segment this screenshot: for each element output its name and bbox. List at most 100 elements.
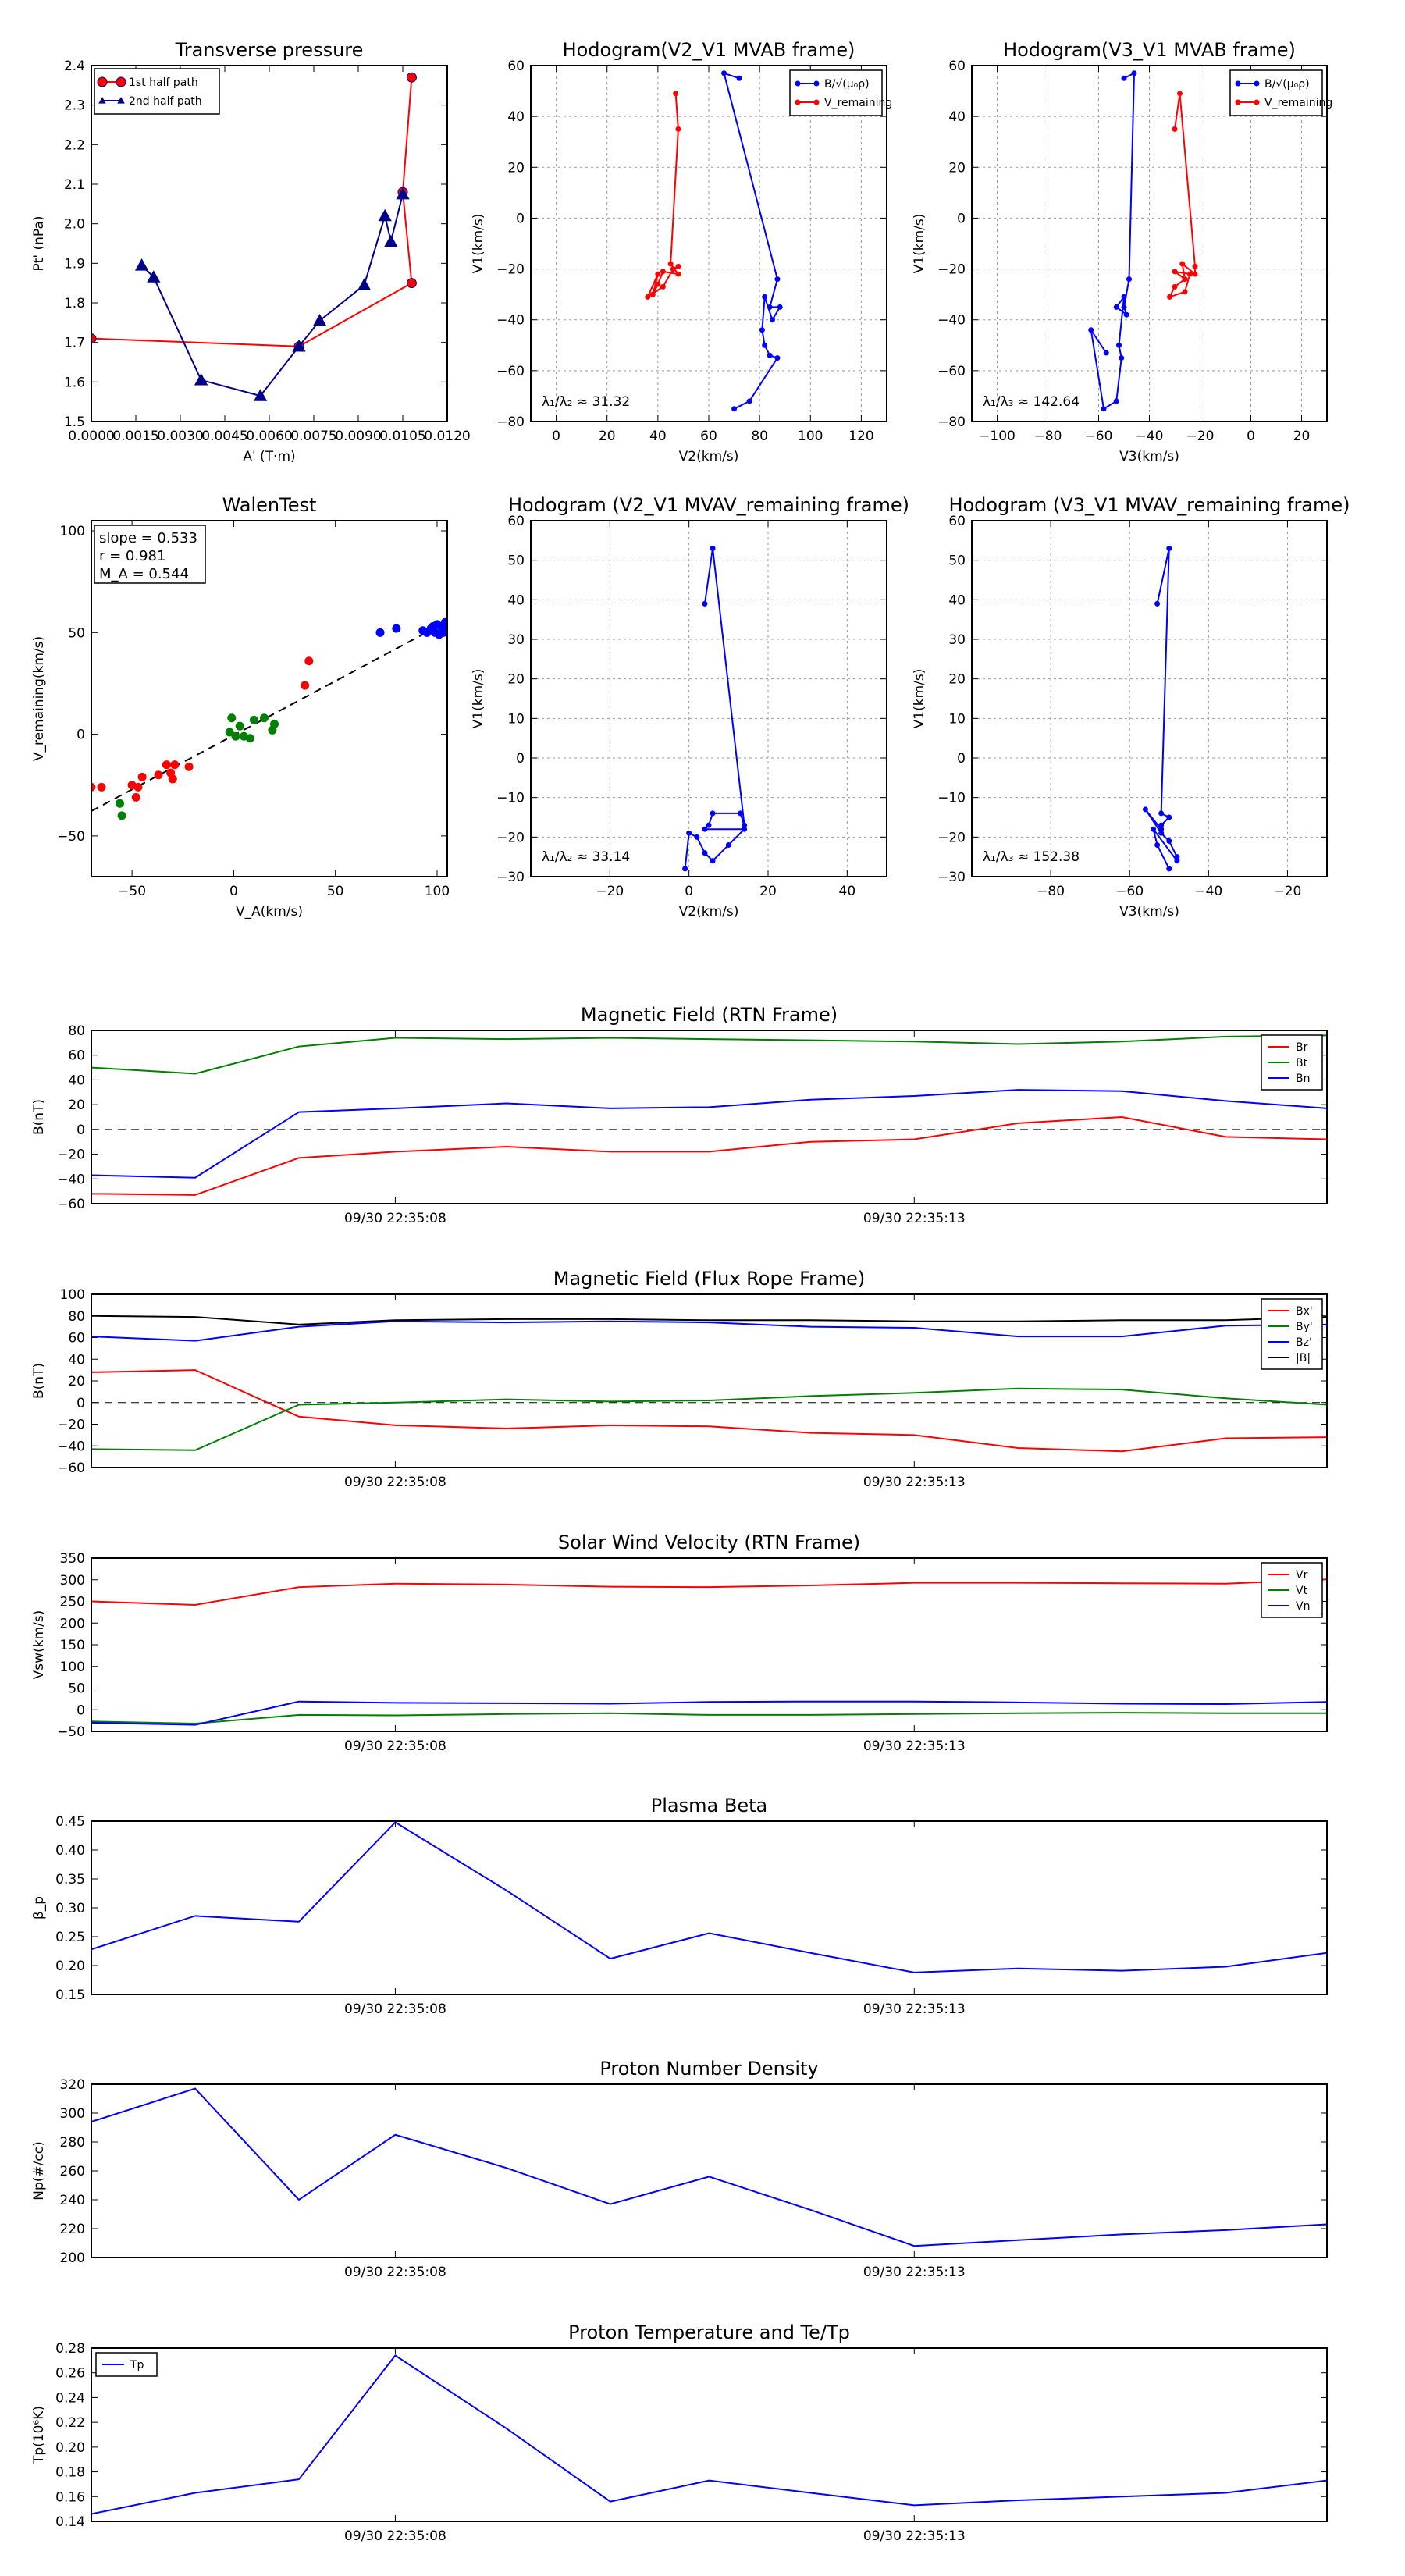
chart-hodo3: Hodogram (V2_V1 MVAV_remaining frame) −20…: [471, 494, 909, 920]
legend-marker-a-hodo1-1: [795, 99, 801, 105]
x-tick-label-hodo1-5: 100: [798, 429, 823, 444]
legend-marker-b-hodo2-1: [1254, 99, 1260, 105]
chart-title-mag_rtn: Magnetic Field (RTN Frame): [581, 1004, 838, 1026]
point-hodo1-0-12: [731, 406, 738, 412]
legend-marker-b-pt-1: [117, 97, 125, 104]
axes-frame-walen: [91, 520, 448, 877]
series-line-mag_fr-3: [91, 1315, 1327, 1325]
chart-walen: WalenTest −50 0 50 100 −50 0 50 100 V_A(km/s) V_re…: [31, 494, 450, 920]
x-tick-label-hodo3-0: −20: [596, 884, 624, 899]
x-tick-label-hodo3-1: 0: [685, 884, 693, 899]
y-tick-label-hodo2-2: −40: [937, 313, 966, 329]
series-line-mag_rtn-0: [91, 1115, 1327, 1196]
legend-box-hodo2: [1229, 69, 1323, 116]
point-hodo4-0-2: [1158, 810, 1165, 817]
chart-hodo2: Hodogram(V3_V1 MVAB frame) −100 −80 −60 −40 −…: [912, 39, 1332, 464]
y-tick-label-np-1: 220: [60, 2222, 85, 2237]
y-tick-label-beta-4: 0.35: [55, 1872, 85, 1888]
y-tick-label-mag_fr-7: 80: [68, 1309, 85, 1325]
x-axis-label-hodo4: V3(km/s): [1119, 904, 1179, 920]
point-hodo4-0-10: [1174, 858, 1180, 864]
point-hodo2-0-5: [1113, 304, 1119, 310]
chart-np: Proton Number Density 09/30 22:35:08 09/30…: [31, 2058, 1328, 2280]
legend-label-mag_fr-0: Bx': [1296, 1305, 1313, 1318]
chart-title-mag_fr: Magnetic Field (Flux Rope Frame): [553, 1268, 865, 1290]
point-pt-1-0: [134, 258, 149, 271]
y-tick-label-hodo3-1: −20: [496, 830, 525, 845]
y-axis-label-hodo2: V1(km/s): [912, 214, 927, 274]
series-line-mag_fr-1: [91, 1387, 1327, 1451]
point-walen-0-9: [168, 774, 177, 784]
legend-label-hodo1-1: V_remaining: [824, 97, 892, 109]
x-tick-label-hodo3-3: 40: [839, 884, 856, 899]
y-tick-label-np-0: 200: [60, 2250, 85, 2266]
y-tick-label-hodo4-6: 30: [948, 632, 966, 648]
point-walen-1-3: [227, 713, 237, 723]
x-tick-label-hodo2-4: −20: [1186, 429, 1215, 444]
chart-title-hodo4: Hodogram (V3_V1 MVAV_remaining frame): [948, 494, 1350, 516]
y-tick-label-mag_fr-2: −20: [57, 1418, 85, 1433]
point-hodo1-1-4: [660, 269, 666, 275]
point-walen-2-11: [440, 617, 447, 627]
x-tick-label-walen-0: −50: [118, 884, 146, 899]
axes-frame-tp: [91, 2347, 1328, 2522]
series-line-mag_fr-2: [91, 1320, 1327, 1342]
point-walen-0-4: [133, 782, 143, 792]
point-pt-1-4: [292, 339, 306, 352]
x-tick-label-hodo3-2: 20: [759, 884, 777, 899]
x-tick-label-pt-1: 0.0015: [112, 429, 158, 444]
point-hodo1-0-9: [767, 352, 773, 358]
x-tick-label-pt-6: 0.0090: [335, 429, 381, 444]
series-line-mag_rtn-1: [91, 1034, 1327, 1075]
annotation-hodo2: λ₁/λ₃ ≈ 142.64: [983, 394, 1080, 410]
point-hodo3-0-11: [694, 834, 700, 840]
y-tick-label-hodo4-8: 50: [948, 553, 966, 569]
y-axis-label-hodo1: V1(km/s): [471, 214, 486, 274]
point-hodo2-1-8: [1182, 289, 1188, 295]
x-tick-label-hodo2-1: −80: [1034, 429, 1062, 444]
point-walen-0-3: [131, 792, 140, 802]
legend-label-mag_rtn-0: Br: [1296, 1041, 1308, 1054]
point-hodo1-1-5: [655, 281, 661, 287]
chart-hodo1: Hodogram(V2_V1 MVAB frame) 0 20 40 60 80 100 12…: [471, 39, 892, 464]
y-tick-label-pt-6: 2.1: [64, 177, 85, 193]
x-axis-label-pt: A' (T·m): [243, 449, 295, 464]
plot-area-hodo2: [1088, 70, 1198, 412]
point-hodo1-0-5: [769, 317, 775, 323]
y-tick-label-tp-7: 0.28: [55, 2341, 85, 2357]
legend-label-pt-0: 1st half path: [129, 76, 198, 89]
plot-area-beta: [91, 1821, 1327, 1973]
y-tick-label-hodo1-7: 60: [507, 59, 525, 74]
point-hodo4-0-13: [1166, 866, 1172, 872]
axes-frame-beta: [91, 1820, 1328, 1995]
legend-vsw: Vr Vt Vn: [1261, 1562, 1323, 1618]
y-tick-label-tp-0: 0.14: [55, 2514, 85, 2530]
legend-label-hodo1-0: B/√(μ₀ρ): [824, 78, 870, 91]
point-hodo1-0-8: [762, 342, 768, 348]
y-tick-label-hodo4-7: 40: [948, 592, 966, 608]
y-tick-label-hodo2-0: −80: [937, 415, 966, 430]
legend-label-vsw-0: Vr: [1296, 1569, 1308, 1582]
x-tick-label-hodo1-2: 40: [649, 429, 667, 444]
x-tick-label-pt-5: 0.0075: [290, 429, 336, 444]
plot-area-pt: [91, 72, 417, 401]
chart-mag_fr: Magnetic Field (Flux Rope Frame) 09/30 22…: [31, 1268, 1328, 1490]
axes-frame-mag_rtn: [91, 1030, 1328, 1204]
series-line-pt-0: [91, 77, 413, 347]
annotation-hodo4: λ₁/λ₃ ≈ 152.38: [983, 849, 1080, 865]
y-tick-label-tp-2: 0.18: [55, 2465, 85, 2481]
point-hodo2-0-0: [1121, 75, 1127, 81]
x-tick-label-hodo1-3: 60: [700, 429, 717, 444]
chart-title-beta: Plasma Beta: [651, 1795, 767, 1816]
point-pt-1-2: [194, 372, 208, 386]
point-hodo4-0-11: [1151, 826, 1157, 832]
x-tick-label-hodo2-0: −100: [979, 429, 1016, 444]
chart-tp: Proton Temperature and Te/Tp 09/30 22:35:…: [31, 2322, 1328, 2544]
y-tick-label-mag_rtn-3: 0: [76, 1123, 85, 1138]
axes-frame-hodo1: [530, 65, 887, 422]
y-tick-label-tp-1: 0.16: [55, 2489, 85, 2505]
point-pt-1-8: [384, 234, 398, 247]
plot-area-np: [91, 2087, 1327, 2247]
y-tick-label-hodo3-5: 20: [507, 672, 525, 688]
annotation-box-walen: slope = 0.533 r = 0.981 M_A = 0.544: [94, 525, 206, 584]
